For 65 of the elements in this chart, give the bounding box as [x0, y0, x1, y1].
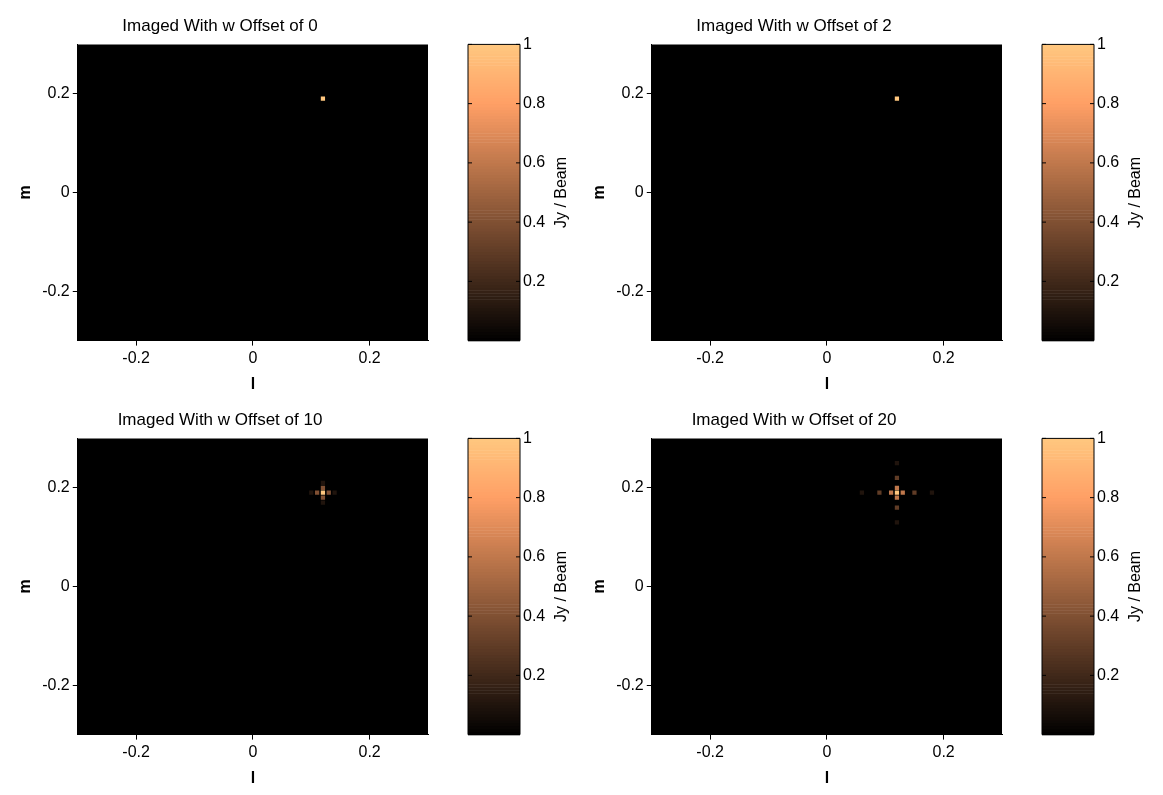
color-bar-title: Jy / Beam: [1126, 550, 1144, 623]
y-axis-title: m: [16, 579, 34, 594]
color-bar-title: Jy / Beam: [1126, 156, 1144, 229]
y-axis-title: m: [590, 185, 608, 200]
x-tick-label: -0.2: [696, 348, 725, 366]
color-bar-label: 0.4: [1097, 606, 1120, 624]
x-axis-title: l: [250, 374, 256, 392]
x-tick-label: 0: [822, 348, 832, 366]
color-bar-label: 0.6: [1097, 547, 1120, 565]
point: [894, 505, 900, 510]
x-axis-title: l: [250, 768, 256, 786]
color-bar-label: 0.8: [1097, 488, 1120, 506]
point: [332, 490, 337, 495]
color-bar-label: 0.2: [523, 271, 546, 289]
color-bar-label: 1: [523, 428, 532, 446]
y-axis-title: m: [590, 579, 608, 594]
chart-title: Imaged With w Offset of 20: [691, 409, 897, 429]
x-tick-label: 0.2: [358, 348, 381, 366]
y-tick-label: -0.2: [616, 281, 644, 299]
color-bar-label: 0.6: [523, 153, 546, 171]
x-tick-label: 0.2: [932, 348, 955, 366]
color-bar-label: 0.4: [523, 606, 546, 624]
x-axis-title: l: [824, 374, 830, 392]
point: [320, 500, 326, 505]
x-axis-title: l: [824, 768, 830, 786]
color-bar-title: Jy / Beam: [552, 550, 570, 623]
y-tick-label: -0.2: [42, 675, 70, 693]
color-bar-label: 0.2: [523, 665, 546, 683]
y-axis-title: m: [16, 185, 34, 200]
color-bar-label: 0.8: [1097, 94, 1120, 112]
y-tick-label: 0: [634, 182, 644, 200]
y-tick-label: 0: [634, 576, 644, 594]
point: [912, 490, 917, 495]
point: [877, 490, 882, 495]
chart-title: Imaged With w Offset of 0: [122, 15, 318, 35]
color-bar-label: 0.4: [1097, 212, 1120, 230]
y-tick-label: 0: [60, 576, 70, 594]
color-bar-label: 0.2: [1097, 665, 1120, 683]
x-tick-label: 0: [248, 348, 258, 366]
y-tick-label: 0: [60, 182, 70, 200]
color-bar-label: 1: [1097, 428, 1106, 446]
color-bar-label: 1: [523, 34, 532, 52]
x-tick-label: 0.2: [358, 742, 381, 760]
color-bar-label: 0.4: [523, 212, 546, 230]
y-tick-label: 0.2: [47, 478, 70, 496]
color-bar-label: 0.8: [523, 94, 546, 112]
x-tick-label: -0.2: [696, 742, 725, 760]
x-tick-label: 0: [822, 742, 832, 760]
x-tick-label: 0: [248, 742, 258, 760]
y-tick-label: -0.2: [42, 281, 70, 299]
x-tick-label: -0.2: [122, 742, 151, 760]
x-tick-label: 0.2: [932, 742, 955, 760]
chart-title: Imaged With w Offset of 10: [117, 409, 323, 429]
color-bar-label: 0.8: [523, 488, 546, 506]
color-bar-label: 0.6: [1097, 153, 1120, 171]
color-bar-title: Jy / Beam: [552, 156, 570, 229]
x-tick-label: -0.2: [122, 348, 151, 366]
color-bar-label: 0.6: [523, 547, 546, 565]
y-tick-label: 0.2: [621, 478, 644, 496]
color-bar-label: 0.2: [1097, 271, 1120, 289]
y-tick-label: -0.2: [616, 675, 644, 693]
chart-title: Imaged With w Offset of 2: [696, 15, 892, 35]
y-tick-label: 0.2: [47, 84, 70, 102]
color-bar-label: 1: [1097, 34, 1106, 52]
y-tick-label: 0.2: [621, 84, 644, 102]
